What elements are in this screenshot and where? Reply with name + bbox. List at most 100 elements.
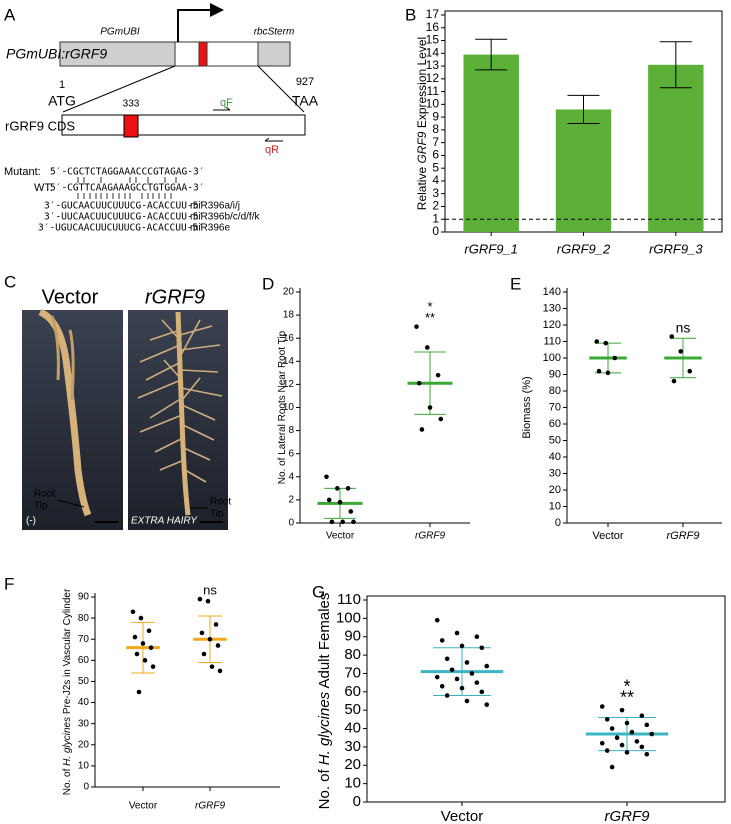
bar (463, 54, 519, 232)
y-tick-label: 0 (288, 518, 294, 529)
arrow-head (210, 3, 224, 17)
data-point (454, 676, 460, 682)
data-point (197, 596, 203, 602)
data-point (596, 368, 602, 374)
y-tick-label: 50 (344, 701, 361, 718)
data-point (434, 617, 440, 623)
y-tick-label: 0 (432, 224, 439, 238)
data-point (604, 748, 610, 753)
cds-label: rGRF9 CDS (5, 118, 75, 133)
data-point (132, 634, 138, 640)
y-tick-label: 5 (432, 160, 439, 174)
reverse-primer: qR (265, 144, 279, 156)
data-point (469, 671, 475, 676)
y-label-part: Expression Level (415, 37, 429, 132)
y-label-part: H. glycines (62, 717, 73, 766)
y-tick-label: 8 (288, 425, 294, 436)
data-point (484, 663, 490, 669)
x-tick-label: rGRF9_3 (649, 241, 703, 256)
gene-box (174, 41, 259, 67)
y-tick-label: 90 (549, 368, 561, 380)
y-tick-label: 40 (549, 451, 561, 463)
panel-label: F (4, 574, 14, 593)
x-tick-label: rGRF9_1 (464, 241, 517, 256)
data-point (464, 698, 470, 704)
y-tick-label: 12 (283, 379, 295, 390)
y-label-part: Pre-J2s in Vascular Cylinder (62, 588, 73, 717)
data-point (142, 658, 148, 663)
data-point (434, 674, 440, 680)
y-tick-label: 15 (426, 33, 440, 47)
data-point (484, 702, 490, 707)
wt-label: WT: (34, 182, 53, 194)
data-point (619, 742, 625, 748)
data-point (324, 474, 329, 480)
data-point (459, 685, 465, 691)
y-tick-label: 10 (78, 761, 90, 772)
x-tick-label: Vector (326, 531, 355, 542)
pointer (57, 499, 85, 508)
pairing-bars (77, 177, 177, 199)
data-point (150, 664, 156, 669)
y-axis-label: Biomass (%) (521, 376, 533, 438)
data-point (671, 378, 677, 384)
data-point (414, 324, 419, 329)
data-point (438, 416, 444, 422)
stop-codon: TAA (292, 93, 319, 109)
y-tick-label: 140 (543, 286, 561, 298)
error-bar (659, 41, 692, 89)
plot-frame (366, 595, 726, 803)
y-tick-label: 1 (432, 211, 439, 225)
y-tick-label: 14 (283, 356, 295, 367)
y-tick-label: 10 (426, 97, 440, 111)
mirna-name: miR396b/c/d/f/k (190, 212, 260, 223)
primer-arrow (213, 106, 231, 111)
data-point (604, 717, 610, 722)
y-tick-label: 2 (432, 199, 439, 213)
y-tick-label: 14 (426, 45, 440, 59)
data-point (459, 643, 465, 649)
data-point (345, 486, 351, 491)
data-point (464, 660, 470, 665)
y-tick-label: 100 (543, 352, 561, 364)
y-tick-label: 110 (337, 591, 361, 608)
data-point (619, 707, 625, 713)
y-label-part: No. of (62, 766, 73, 795)
end-pos: 927 (296, 76, 314, 88)
y-tick-label: 0 (555, 517, 561, 529)
y-tick-label: 110 (543, 335, 561, 347)
terminator-label: rbcSterm (254, 27, 295, 38)
y-tick-label: 16 (426, 20, 440, 34)
y-tick-label: 7 (432, 135, 439, 149)
promoter-arrow (177, 9, 214, 42)
mutant-seq: 5′-CGCTCTAGGAAACCCGTAGAG-3′ (50, 167, 204, 178)
y-axis-label: No. of H. glycines Pre-J2s in Vascular C… (62, 588, 73, 795)
data-point (439, 638, 445, 643)
y-tick-label: 3 (432, 186, 439, 200)
cds-site (123, 114, 139, 138)
y-tick-label: 80 (549, 385, 561, 397)
y-tick-label: 100 (336, 609, 361, 626)
y-tick-label: 30 (78, 718, 90, 729)
significance: ** (425, 310, 435, 325)
data-point (435, 372, 441, 378)
significance: * (623, 676, 630, 696)
y-tick-label: 50 (549, 434, 561, 446)
data-point (609, 764, 615, 770)
y-label-part: Adult Females (316, 593, 333, 692)
y-tick-label: 0 (353, 793, 361, 810)
y-tick-label: 80 (344, 646, 361, 663)
y-tick-label: 20 (283, 287, 295, 298)
y-tick-label: 90 (78, 592, 90, 603)
panel-label: C (4, 272, 16, 291)
data-point (340, 519, 346, 525)
data-point (201, 651, 207, 657)
y-tick-label: 6 (432, 148, 439, 162)
data-point (634, 739, 640, 744)
y-label-part: Biomass (%) (521, 376, 533, 438)
data-point (454, 630, 460, 636)
data-point (639, 744, 645, 750)
y-axis-label: Relative GRF9 Expression Level (415, 37, 429, 210)
tip-label: Root (210, 497, 231, 508)
y-tick-label: 70 (549, 401, 561, 413)
